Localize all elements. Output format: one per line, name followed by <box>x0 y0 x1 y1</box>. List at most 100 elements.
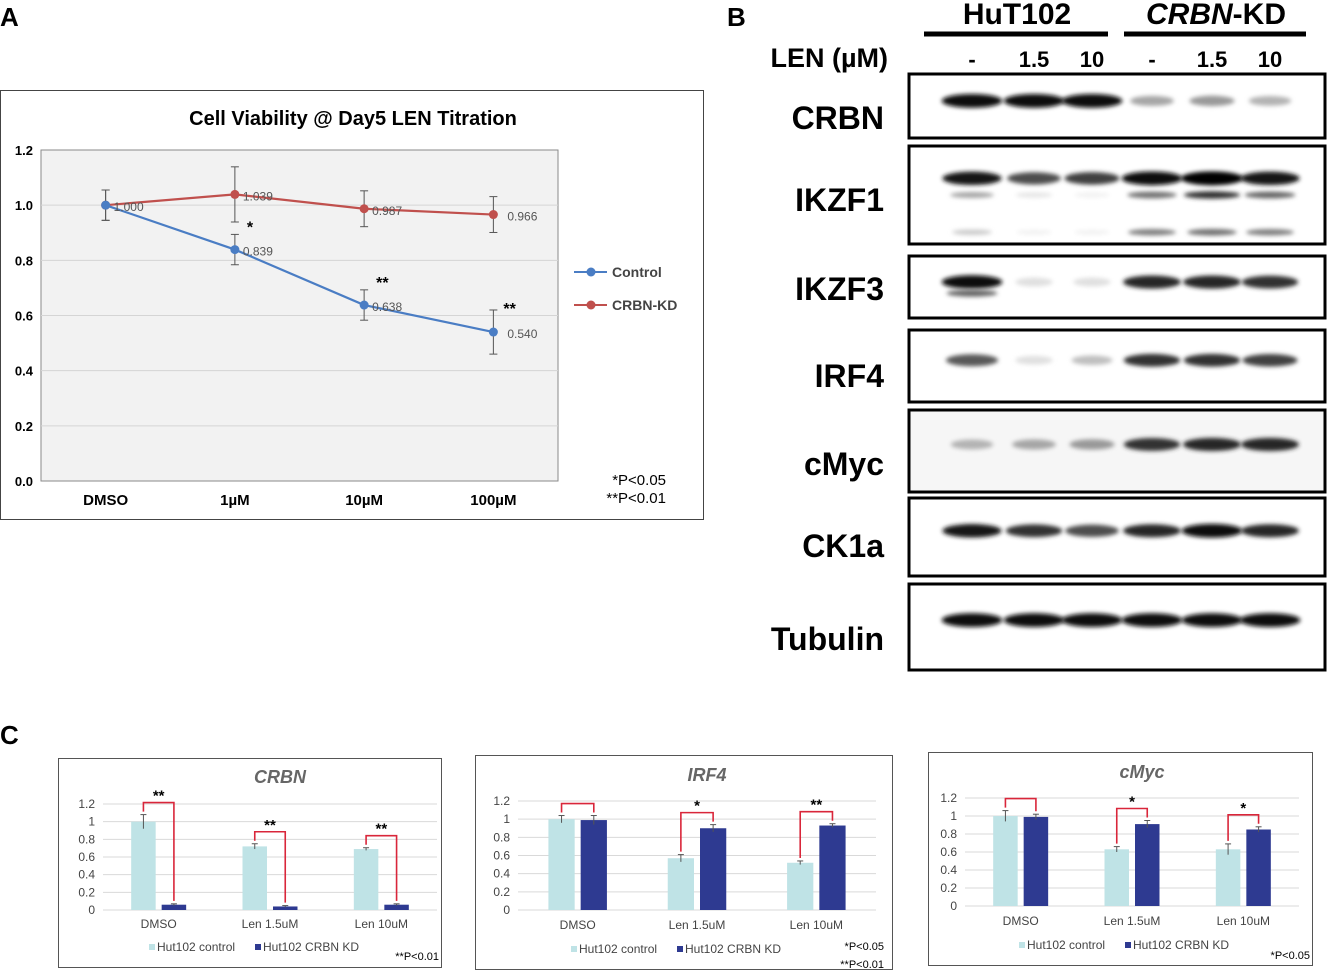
significance-bracket <box>1004 797 1037 812</box>
x-tick-label: Len 10uM <box>355 917 408 931</box>
blot-band <box>1074 229 1110 235</box>
bar <box>700 828 727 910</box>
blot-band <box>942 524 1002 538</box>
bar <box>1215 849 1241 906</box>
group-label-kd: -KD <box>1233 0 1286 31</box>
blot-band <box>945 354 999 367</box>
blot-band <box>1121 613 1183 627</box>
crbn-bar-chart-panel: CRBN 0 0.2 0.4 0.6 0.8 1 1.2 ** DMSO ** Len 1.5uM **… <box>58 758 442 968</box>
bar-chart-title: IRF4 <box>687 765 726 785</box>
blot-band <box>1065 524 1119 537</box>
blot-row-label-cmyc: cMyc <box>804 446 884 482</box>
y-tick-label: 0.8 <box>493 830 510 844</box>
y-tick-label: 1.2 <box>940 791 957 805</box>
data-label: 0.966 <box>507 210 537 224</box>
significance-bracket <box>560 802 595 813</box>
p-value-note: **P<0.01 <box>395 951 439 963</box>
bar <box>1104 849 1129 906</box>
bar <box>787 862 814 910</box>
data-point <box>230 245 240 255</box>
bar <box>131 821 156 910</box>
y-tick-label: 0.6 <box>78 850 95 864</box>
y-tick-label: 0 <box>88 903 95 917</box>
blot-band <box>946 289 998 297</box>
y-tick-label: 0.8 <box>15 253 33 268</box>
crbn-bar-chart: CRBN 0 0.2 0.4 0.6 0.8 1 1.2 ** DMSO ** Len 1.5uM **… <box>78 767 439 963</box>
y-tick-label: 0 <box>503 903 510 917</box>
data-point <box>359 300 369 310</box>
x-tick-label: Len 1.5uM <box>669 918 726 932</box>
data-label: 1.039 <box>243 189 273 203</box>
x-tick-label: DMSO <box>83 492 128 509</box>
x-tick-label: 1µM <box>220 492 249 509</box>
series-line-crbn-kd <box>105 193 494 216</box>
bar <box>667 858 694 910</box>
blot-band <box>1189 95 1235 107</box>
y-tick-label: 0 <box>950 899 957 913</box>
significance-star: * <box>694 798 700 815</box>
p-value-note: *P<0.05 <box>1271 950 1310 962</box>
legend-label: Control <box>612 264 662 280</box>
blot-band <box>941 613 1003 627</box>
blot-band <box>1241 524 1299 538</box>
data-point <box>230 189 240 199</box>
bar <box>1135 824 1160 906</box>
lane-label: 10 <box>1080 47 1104 72</box>
bar <box>548 819 575 910</box>
data-point <box>488 327 498 337</box>
data-label: 0.540 <box>507 327 537 341</box>
blot-band <box>1071 355 1113 365</box>
blot-band <box>1127 191 1177 199</box>
p-value-note: *P<0.05 <box>612 472 666 489</box>
y-tick-label: 0.2 <box>940 881 957 895</box>
cmyc-bar-chart-panel: cMyc 0 0.2 0.4 0.6 0.8 1 1.2 DMSO * Len 1.5uM * Len … <box>928 752 1313 966</box>
legend-swatch <box>255 944 261 950</box>
x-tick-label: Len 10uM <box>1217 914 1270 928</box>
y-tick-label: 0.4 <box>940 863 957 877</box>
blot-band <box>1181 523 1243 538</box>
blot-band <box>1016 229 1052 235</box>
blot-frame <box>907 408 1327 494</box>
blot-band <box>1073 277 1111 287</box>
y-tick-label: 0.4 <box>15 364 34 379</box>
significance-bracket <box>1227 813 1260 841</box>
lane-label: 1.5 <box>1019 47 1050 72</box>
bar <box>580 820 607 910</box>
bar <box>993 816 1018 906</box>
blot-band <box>941 94 1003 108</box>
p-value-note: **P<0.01 <box>840 959 884 971</box>
blot-band <box>942 171 1002 186</box>
irf4-bar-chart-panel: IRF4 0 0.2 0.4 0.6 0.8 1 1.2 DMSO * Len 1.5uM ** Len… <box>475 755 893 971</box>
blot-band <box>1012 439 1056 450</box>
blot-frame <box>907 582 1327 672</box>
blot-band <box>1123 438 1181 451</box>
bar <box>353 849 379 910</box>
y-tick-label: 0.2 <box>78 885 95 899</box>
bar-chart-title: CRBN <box>254 767 307 787</box>
y-tick-label: 0.8 <box>940 827 957 841</box>
panel-a-label: A <box>0 2 19 32</box>
blot-band <box>952 229 992 236</box>
blot-band <box>1241 275 1299 289</box>
data-point <box>359 204 369 214</box>
p-value-note: *P<0.05 <box>845 941 884 953</box>
x-tick-label: Len 10uM <box>790 918 843 932</box>
blot-band <box>1003 94 1065 108</box>
significance-star: ** <box>153 788 165 805</box>
blot-band <box>1187 228 1237 236</box>
blot-band <box>1003 613 1065 627</box>
group-label-hut102: HuT102 <box>963 0 1071 31</box>
legend-label: Hut102 CRBN KD <box>685 942 781 956</box>
blot-band <box>1005 524 1063 538</box>
blot-band <box>1241 437 1299 451</box>
legend-label: Hut102 CRBN KD <box>1133 938 1229 952</box>
y-tick-label: 1.0 <box>15 198 33 213</box>
blot-band <box>1239 613 1301 627</box>
significance-bracket <box>365 834 398 901</box>
p-value-note: **P<0.01 <box>606 490 666 507</box>
y-tick-label: 0.4 <box>493 867 510 881</box>
blot-row-label-ikzf1: IKZF1 <box>795 182 884 218</box>
blot-band <box>1069 439 1115 450</box>
y-tick-label: 1.2 <box>493 794 510 808</box>
bar-chart-title: cMyc <box>1119 762 1164 782</box>
